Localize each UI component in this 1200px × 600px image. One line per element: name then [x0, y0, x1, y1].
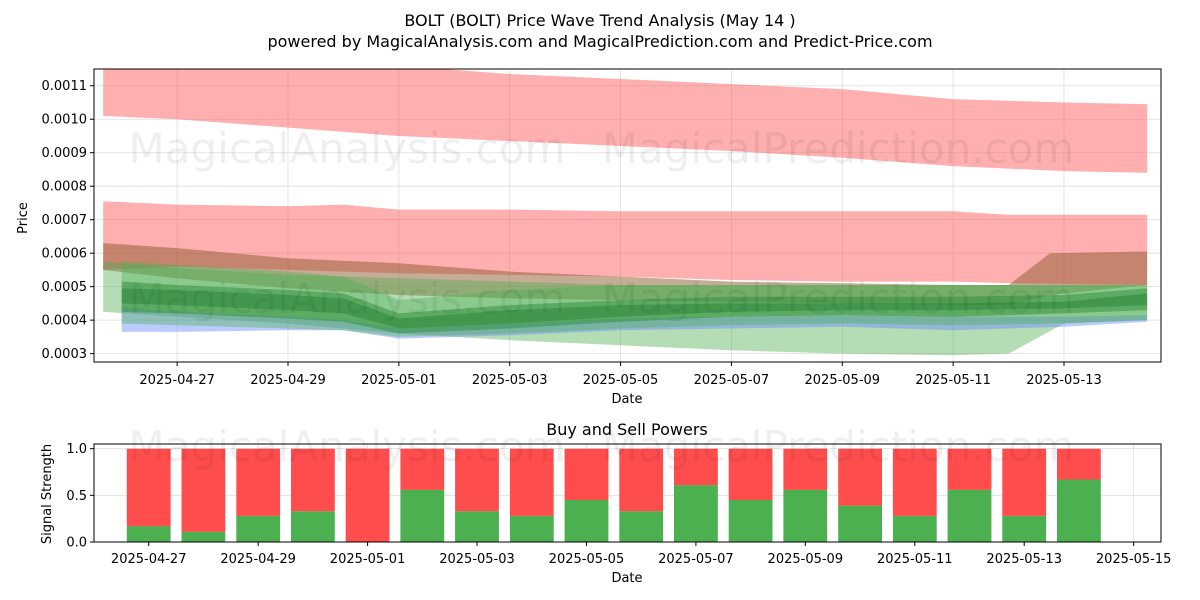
sell-bar — [400, 448, 445, 490]
buy-bar — [236, 515, 281, 542]
sell-bar — [345, 448, 390, 542]
buy-bar — [838, 505, 882, 542]
sell-bar — [728, 448, 773, 500]
chart-title: BOLT (BOLT) Price Wave Trend Analysis (M… — [404, 11, 795, 30]
signal-y-tick-label: 0.0 — [66, 536, 87, 551]
signal-panel: 0.0 0.5 1.0 2025-04-27 2025-04-29 2025-05-01 2… — [66, 442, 1171, 567]
buy-bar — [455, 511, 499, 542]
watermark-prediction-top: MagicalPrediction.com — [602, 124, 1075, 173]
price-band-7 — [121, 288, 1148, 329]
price-x-tick-label: 2025-05-09 — [805, 373, 881, 388]
price-panel: 0.0003 0.0004 0.0005 0.0006 0.0007 0.0008 0.00… — [42, 68, 1162, 388]
signal-x-tick-label: 2025-05-11 — [877, 552, 953, 567]
price-y-tick-label: 0.0005 — [42, 280, 88, 295]
signal-x-tick-label: 2025-05-03 — [439, 552, 515, 567]
signal-x-tick-label: 2025-05-09 — [768, 552, 844, 567]
sell-bar — [892, 448, 937, 516]
sell-bar — [947, 448, 992, 490]
price-x-tick-label: 2025-05-11 — [915, 373, 991, 388]
buy-bar — [1002, 515, 1047, 542]
sell-bar — [455, 448, 499, 512]
chart-subtitle: powered by MagicalAnalysis.com and Magic… — [267, 32, 932, 51]
signal-xlabel: Date — [611, 571, 642, 586]
signal-x-tick-label: 2025-05-01 — [330, 552, 406, 567]
signal-x-tick-label: 2025-04-29 — [220, 552, 296, 567]
price-band-0 — [103, 69, 1148, 173]
signal-x-tick-label: 2025-05-13 — [986, 552, 1062, 567]
signal-x-tick-label: 2025-04-27 — [111, 552, 187, 567]
signal-frame — [93, 443, 1162, 543]
buy-bar — [892, 515, 937, 542]
signal-ylabel: Signal Strength — [40, 444, 55, 544]
sell-bar — [564, 448, 609, 500]
buy-bar — [126, 526, 171, 542]
price-x-tick-label: 2025-04-29 — [250, 373, 326, 388]
sell-bar — [291, 448, 335, 512]
signal-y-tick-label: 0.5 — [66, 489, 87, 504]
buy-bar — [674, 485, 718, 542]
sell-bar — [619, 448, 664, 512]
price-ylabel: Price — [16, 202, 31, 234]
buy-bar — [619, 511, 664, 542]
signal-y-tick-label: 1.0 — [66, 442, 87, 457]
watermark-analysis-mid: MagicalAnalysis.com — [129, 274, 566, 323]
price-x-tick-label: 2025-05-03 — [472, 373, 548, 388]
price-x-tick-label: 2025-05-01 — [361, 373, 437, 388]
buy-bar — [947, 489, 992, 542]
price-y-tick-label: 0.0004 — [42, 314, 88, 329]
buy-bar — [181, 531, 226, 542]
buy-bar — [728, 500, 773, 542]
price-x-tick-label: 2025-05-07 — [694, 373, 770, 388]
price-frame — [93, 68, 1162, 363]
price-x-tick-label: 2025-04-27 — [139, 373, 215, 388]
signal-x-tick-label: 2025-05-15 — [1096, 552, 1172, 567]
watermark-analysis-top: MagicalAnalysis.com — [129, 124, 566, 173]
signal-x-tick-label: 2025-05-07 — [658, 552, 734, 567]
buy-bar — [291, 511, 335, 542]
buy-bar — [564, 500, 609, 542]
price-y-tick-label: 0.0010 — [42, 113, 88, 128]
price-y-tick-label: 0.0009 — [42, 146, 88, 161]
buy-bar — [509, 515, 554, 542]
watermark-analysis-bottom: MagicalAnalysis.com — [129, 422, 566, 471]
sell-bar — [126, 448, 171, 527]
buy-bar — [400, 489, 445, 542]
price-band-4 — [121, 306, 1148, 339]
price-y-tick-label: 0.0003 — [42, 347, 88, 362]
price-y-tick-label: 0.0006 — [42, 247, 88, 262]
sell-bar — [674, 448, 718, 486]
sell-bar — [783, 448, 828, 490]
signal-x-tick-label: 2025-05-05 — [549, 552, 625, 567]
price-y-tick-label: 0.0007 — [42, 213, 88, 228]
sell-bar — [838, 448, 882, 506]
sell-bar — [236, 448, 281, 516]
watermark-prediction-mid: MagicalPrediction.com — [602, 274, 1075, 323]
price-band-2 — [103, 243, 1148, 306]
watermark-prediction-bottom: MagicalPrediction.com — [602, 422, 1075, 471]
buy-bar — [783, 489, 828, 542]
price-x-tick-label: 2025-05-13 — [1026, 373, 1102, 388]
sell-bar — [181, 448, 226, 532]
price-x-tick-label: 2025-05-05 — [583, 373, 659, 388]
price-band-6 — [121, 281, 1148, 334]
price-y-tick-label: 0.0011 — [42, 79, 88, 94]
price-y-tick-label: 0.0008 — [42, 180, 88, 195]
sell-bar — [1002, 448, 1047, 516]
signal-title: Buy and Sell Powers — [546, 420, 708, 439]
price-xlabel: Date — [611, 392, 642, 407]
sell-bar — [1057, 448, 1101, 480]
sell-bar — [509, 448, 554, 516]
buy-bar — [1057, 479, 1101, 542]
